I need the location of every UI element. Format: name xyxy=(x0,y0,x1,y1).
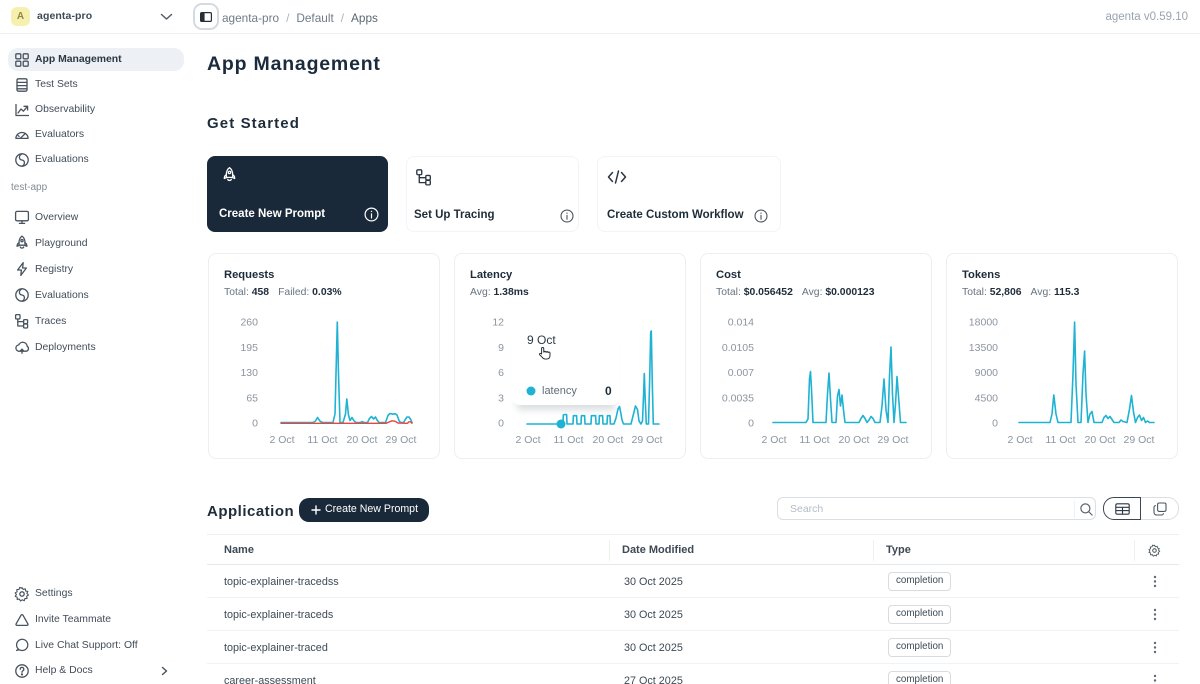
svg-text:20 Oct: 20 Oct xyxy=(1085,434,1116,446)
svg-text:0.0105: 0.0105 xyxy=(722,342,754,354)
svg-text:0: 0 xyxy=(252,418,258,430)
svg-text:29 Oct: 29 Oct xyxy=(878,434,909,446)
svg-text:130: 130 xyxy=(240,367,258,379)
svg-text:11 Oct: 11 Oct xyxy=(307,434,337,446)
svg-text:20 Oct: 20 Oct xyxy=(839,434,870,446)
svg-text:0: 0 xyxy=(498,418,504,430)
svg-text:29 Oct: 29 Oct xyxy=(1124,434,1155,446)
svg-text:2 Oct: 2 Oct xyxy=(515,434,540,446)
svg-text:2 Oct: 2 Oct xyxy=(269,434,294,446)
svg-text:9: 9 xyxy=(498,342,504,354)
svg-text:2 Oct: 2 Oct xyxy=(1007,434,1032,446)
svg-text:9000: 9000 xyxy=(975,367,999,379)
svg-text:20 Oct: 20 Oct xyxy=(347,434,378,446)
svg-text:2 Oct: 2 Oct xyxy=(761,434,786,446)
svg-text:0.0035: 0.0035 xyxy=(722,392,754,404)
svg-text:29 Oct: 29 Oct xyxy=(632,434,663,446)
svg-text:11 Oct: 11 Oct xyxy=(799,434,829,446)
svg-text:6: 6 xyxy=(498,367,504,379)
svg-text:260: 260 xyxy=(240,317,258,329)
svg-text:12: 12 xyxy=(492,317,504,329)
svg-text:13500: 13500 xyxy=(969,342,998,354)
svg-text:0.014: 0.014 xyxy=(728,317,754,329)
svg-text:3: 3 xyxy=(498,392,504,404)
svg-text:0: 0 xyxy=(748,418,754,430)
svg-text:20 Oct: 20 Oct xyxy=(593,434,624,446)
svg-text:65: 65 xyxy=(246,392,258,404)
svg-text:11 Oct: 11 Oct xyxy=(1045,434,1075,446)
svg-text:11 Oct: 11 Oct xyxy=(553,434,583,446)
svg-text:4500: 4500 xyxy=(975,392,999,404)
svg-text:18000: 18000 xyxy=(969,317,998,329)
svg-text:0.007: 0.007 xyxy=(728,367,754,379)
svg-text:0: 0 xyxy=(992,418,998,430)
svg-text:29 Oct: 29 Oct xyxy=(386,434,417,446)
svg-text:195: 195 xyxy=(240,342,258,354)
